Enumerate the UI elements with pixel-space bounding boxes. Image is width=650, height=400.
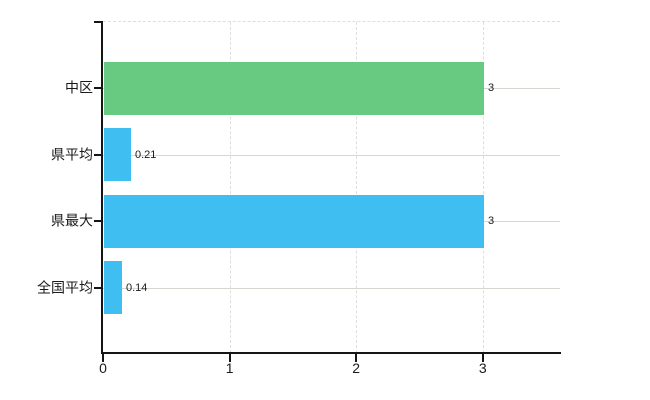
x-axis-tick [355, 354, 358, 362]
value-label: 3 [488, 215, 495, 227]
y-axis-tick [94, 87, 103, 89]
x-axis-tick [228, 354, 231, 362]
x-axis-tick-label: 1 [225, 360, 234, 376]
gridline-horizontal [103, 154, 560, 156]
y-axis-tick [94, 153, 103, 156]
x-axis-tick-label: 2 [352, 360, 361, 376]
gridline-vertical [482, 22, 484, 353]
y-axis-top-tick [94, 21, 103, 23]
y-axis [101, 21, 103, 354]
category-label: 県最大 [51, 212, 93, 229]
gridline-horizontal [103, 287, 560, 289]
x-axis [101, 352, 561, 354]
x-axis-tick [102, 354, 104, 362]
value-label: 0.14 [126, 281, 148, 294]
plot-top-border [103, 21, 560, 22]
bar [104, 61, 484, 115]
bar [104, 261, 122, 314]
category-label: 全国平均 [37, 279, 93, 296]
x-axis-tick-label: 0 [99, 360, 107, 376]
bar [104, 128, 131, 181]
value-label: 3 [488, 82, 495, 94]
y-axis-tick [94, 220, 103, 222]
gridline-vertical [356, 22, 358, 353]
bar [104, 194, 484, 248]
x-axis-tick [481, 354, 484, 362]
gridline-vertical [229, 22, 231, 353]
y-axis-tick [94, 286, 103, 289]
value-label: 0.21 [135, 148, 157, 161]
category-label: 県平均 [51, 146, 93, 163]
category-label: 中区 [65, 79, 93, 96]
x-axis-tick-label: 3 [478, 360, 487, 376]
